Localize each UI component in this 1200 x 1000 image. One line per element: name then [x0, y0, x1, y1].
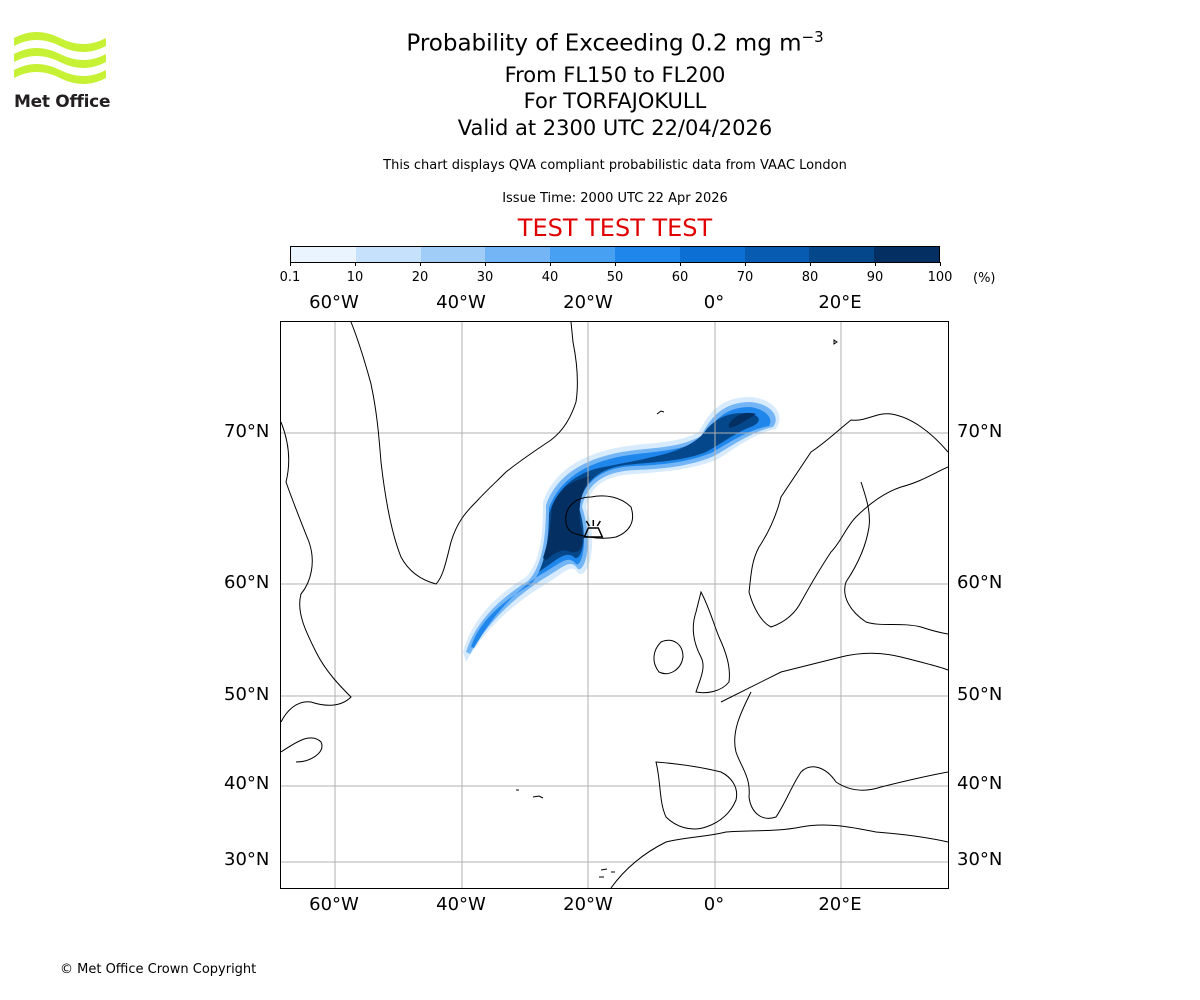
- coastlines: [281, 322, 948, 888]
- flight-level-title: From FL150 to FL200: [504, 63, 726, 87]
- axis-tick-label: 60°N: [224, 572, 270, 593]
- map-area: [280, 321, 949, 889]
- issue-time: Issue Time: 2000 UTC 22 Apr 2026: [502, 191, 728, 206]
- met-office-logo-icon: [14, 32, 106, 84]
- colorbar-unit: (%): [973, 271, 996, 286]
- axis-tick-label: 60°W: [309, 292, 359, 313]
- volcano-icon: [583, 520, 604, 538]
- axis-tick-label: 30°N: [957, 849, 1003, 870]
- colorbar-tick-mark: [680, 262, 681, 266]
- colorbar-tick-mark: [875, 262, 876, 266]
- colorbar-segment: [614, 247, 680, 262]
- colorbar-tick-mark: [940, 262, 941, 266]
- colorbar-tick-label: 10: [346, 270, 364, 285]
- source-note: This chart displays QVA compliant probab…: [383, 158, 847, 173]
- colorbar-tick-mark: [615, 262, 616, 266]
- colorbar-ticks: 0.1 10 20 30 40 50 60 70 80 90 100: [280, 262, 952, 292]
- colorbar-segment: [291, 247, 356, 262]
- colorbar-tick-label: 30: [476, 270, 494, 285]
- axis-tick-label: 50°N: [957, 684, 1003, 705]
- colorbar-tick-label: 80: [801, 270, 819, 285]
- colorbar-segment: [420, 247, 486, 262]
- axis-tick-label: 40°N: [224, 773, 270, 794]
- copyright: © Met Office Crown Copyright: [60, 962, 257, 977]
- axis-tick-label: 40°W: [436, 292, 486, 313]
- axis-tick-label: 70°N: [957, 421, 1003, 442]
- colorbar-tick-label: 40: [541, 270, 559, 285]
- colorbar-segment: [550, 247, 615, 262]
- axis-tick-label: 70°N: [224, 421, 270, 442]
- axis-tick-label: 20°W: [563, 292, 613, 313]
- axis-tick-label: 30°N: [224, 849, 270, 870]
- colorbar-tick-mark: [745, 262, 746, 266]
- valid-time-title: Valid at 2300 UTC 22/04/2026: [457, 116, 773, 140]
- axis-tick-label: 20°E: [818, 894, 862, 915]
- test-banner: TEST TEST TEST: [517, 214, 713, 242]
- axis-tick-label: 0°: [703, 894, 725, 915]
- colorbar-segment: [355, 247, 421, 262]
- ash-plume: [463, 397, 780, 662]
- colorbar-segment: [744, 247, 810, 262]
- axis-tick-label: 40°W: [436, 894, 486, 915]
- colorbar-tick-mark: [550, 262, 551, 266]
- axis-tick-label: 60°W: [309, 894, 359, 915]
- colorbar-tick-label: 100: [927, 270, 953, 285]
- colorbar-segment: [485, 247, 551, 262]
- colorbar-tick-mark: [810, 262, 811, 266]
- colorbar-tick-mark: [485, 262, 486, 266]
- colorbar-tick-label: 50: [606, 270, 624, 285]
- colorbar-segment: [809, 247, 875, 262]
- map-svg: [281, 322, 948, 888]
- colorbar-tick-label: 70: [736, 270, 754, 285]
- colorbar-tick-label: 0.1: [279, 270, 301, 285]
- colorbar-tick-label: 20: [411, 270, 429, 285]
- axis-tick-label: 20°W: [563, 894, 613, 915]
- colorbar-tick-mark: [355, 262, 356, 266]
- colorbar-tick-mark: [290, 262, 291, 266]
- chart-title: Probability of Exceeding 0.2 mg m−3: [406, 28, 824, 57]
- colorbar-segment: [874, 247, 939, 262]
- axis-tick-label: 20°E: [818, 292, 862, 313]
- colorbar-segment: [679, 247, 745, 262]
- colorbar-tick-mark: [420, 262, 421, 266]
- volcano-title: For TORFAJOKULL: [523, 89, 707, 113]
- graticule: [281, 322, 948, 888]
- colorbar: [290, 246, 940, 263]
- colorbar-tick-label: 60: [671, 270, 689, 285]
- axis-tick-label: 60°N: [957, 572, 1003, 593]
- axis-tick-label: 50°N: [224, 684, 270, 705]
- islands: [516, 339, 838, 878]
- colorbar-tick-label: 90: [866, 270, 884, 285]
- logo-text: Met Office: [14, 92, 111, 112]
- axis-tick-label: 0°: [703, 292, 725, 313]
- axis-tick-label: 40°N: [957, 773, 1003, 794]
